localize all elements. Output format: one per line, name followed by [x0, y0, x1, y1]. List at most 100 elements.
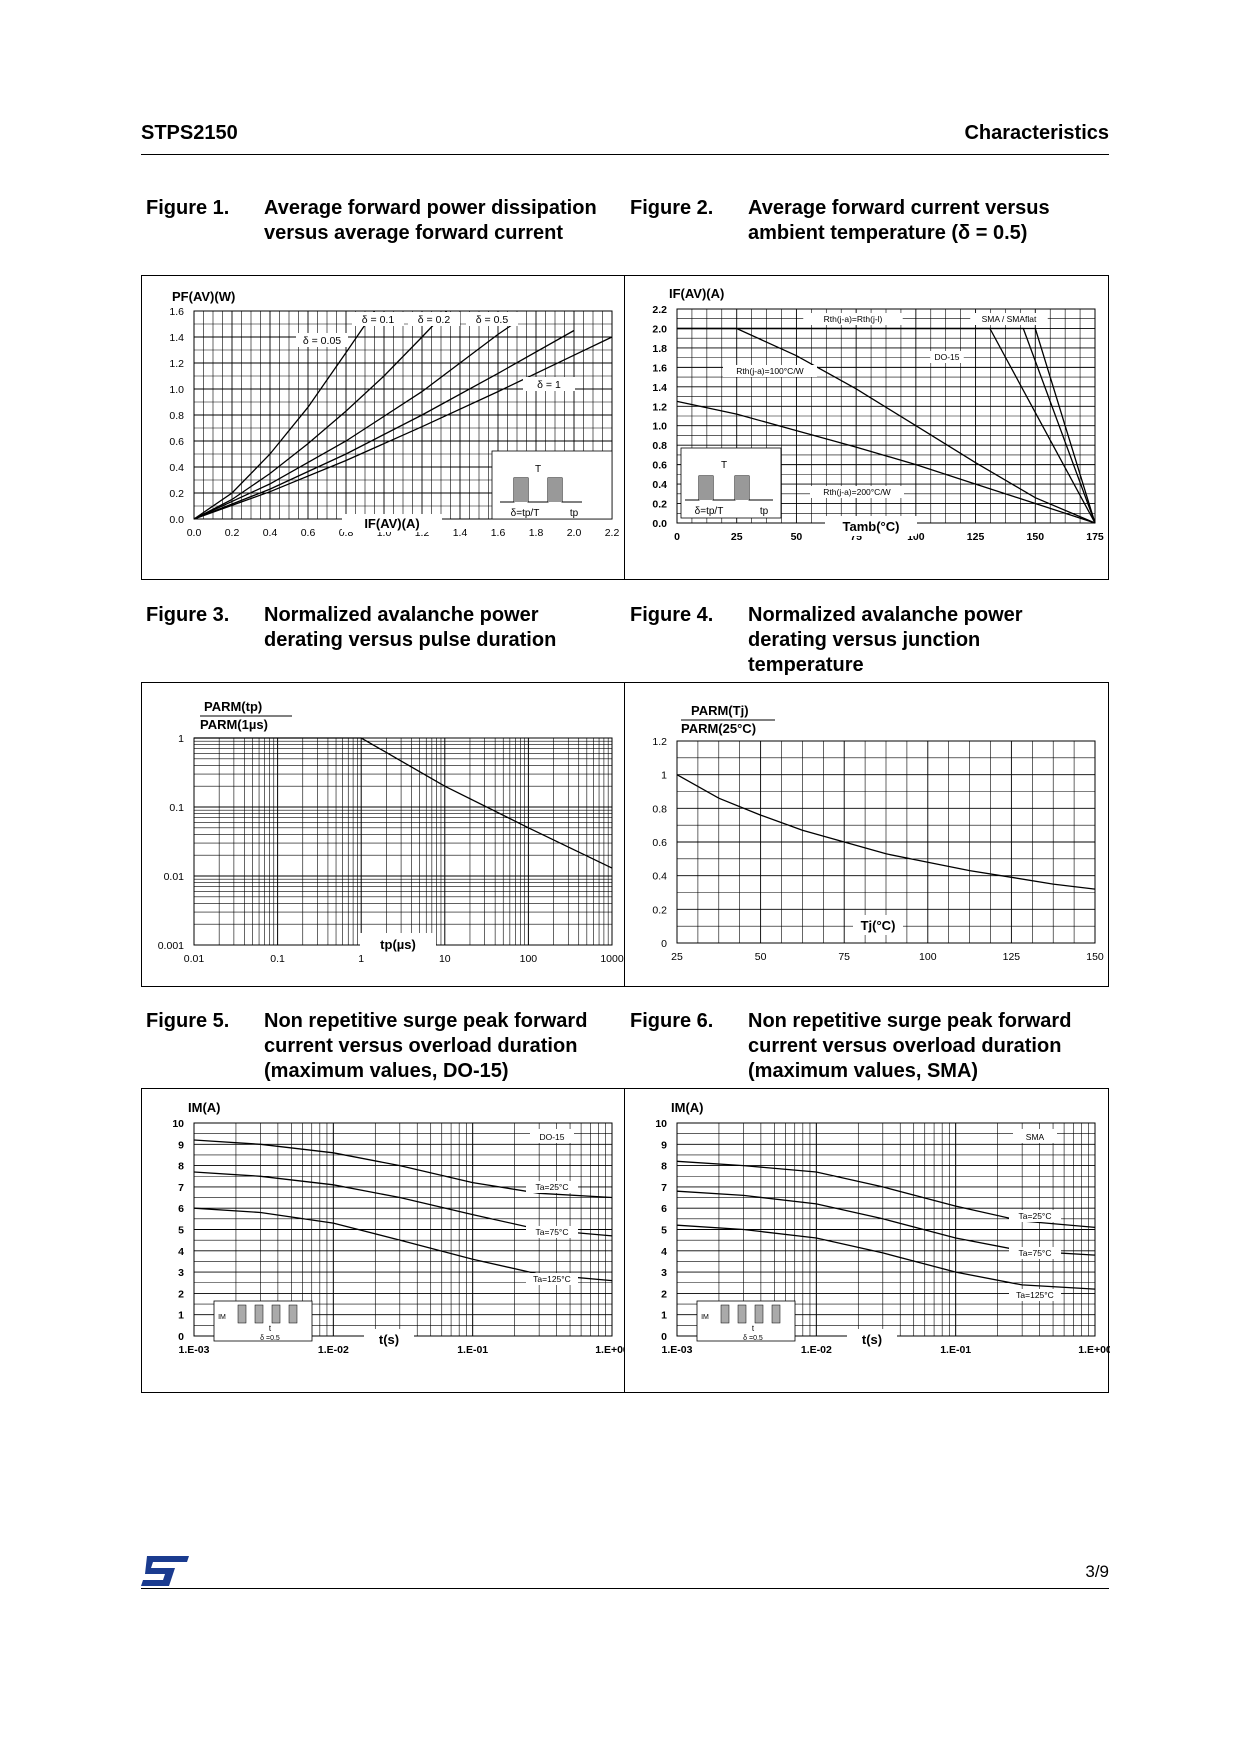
x-tick-label: 10: [439, 953, 451, 965]
y-tick-label: 1.2: [652, 401, 667, 413]
pulse-shaded: [271, 1304, 281, 1324]
annotation-duty: δ=tp/T: [695, 506, 724, 517]
x-tick-label: 1.E+00: [595, 1344, 626, 1356]
figure-5-svg: 1.E-03 1.E-02 1.E-01 1.E+00 0 1 2 3 4 5 6 7 8 9 10 IM(A…: [172, 1097, 626, 1356]
y-tick-label: 5: [178, 1225, 184, 1237]
y-axis-label-denominator: PARM(25°C): [681, 721, 756, 736]
series-label: Ta=125°C: [533, 1274, 571, 1284]
figure-number: Figure 6.: [630, 1010, 714, 1032]
figure-4-svg: 25 50 75 100 125 150 0 0.2 0.4 0.6 0.8 1 1.2 PARM(Tj)…: [652, 701, 1104, 963]
y-tick-label: 2: [661, 1288, 667, 1300]
header-section-title: Characteristics: [964, 122, 1109, 144]
series-line-2: [676, 1190, 1096, 1256]
y-tick-label: 4: [661, 1246, 667, 1258]
pulse-shaded: [548, 478, 562, 502]
y-tick-label: 0.1: [169, 802, 184, 814]
figure-2-svg: 0 25 50 75 100 125 150 1750.00.20.40.60.81.01.2…: [645, 284, 1104, 543]
x-axis-label: Tamb(°C): [843, 519, 900, 534]
series-group-label-bg: [1013, 1129, 1057, 1143]
y-tick-label: 1.4: [169, 332, 184, 344]
series-line-1: [193, 1139, 613, 1199]
y-tick-label: 0.2: [169, 488, 184, 500]
y-tick-label: 1.2: [652, 736, 667, 748]
x-tick-label: 0.2: [225, 527, 240, 539]
y-axis-label-numerator: PARM(tp): [204, 699, 262, 714]
y-tick-label: 9: [178, 1139, 184, 1151]
y-tick-label: 4: [178, 1246, 184, 1258]
y-tick-label: 1.0: [652, 421, 667, 433]
pulse-shaded: [254, 1304, 264, 1324]
series-label-bg: [526, 1273, 578, 1285]
x-tick-label: 25: [731, 531, 743, 543]
series-label-bg: [970, 313, 1048, 325]
annotation-tp: tp: [570, 508, 579, 519]
y-tick-label: 0.6: [652, 837, 667, 849]
figure-6-svg: 1.E-03 1.E-02 1.E-01 1.E+00 0 1 2 3 4 5 6 7 8 9 10 IM(A…: [655, 1097, 1110, 1356]
y-tick-label: 9: [661, 1139, 667, 1151]
pulse-shaded: [720, 1304, 730, 1324]
y-tick-label: 2.0: [652, 323, 667, 335]
figure-2-chart: 0 25 50 75 100 125 150 175 0.0 0.2 0.4 0.6 0.8 1.0 1.2…: [624, 275, 1109, 580]
pulse-shaded: [754, 1304, 764, 1324]
y-tick-label: 10: [172, 1118, 184, 1130]
plot-area-frame: [193, 737, 613, 946]
series-label-bg: [352, 312, 404, 326]
x-tick-label: 100: [520, 953, 538, 965]
y-tick-label: 7: [178, 1182, 184, 1194]
x-tick-label: 50: [791, 531, 803, 543]
series-label: δ = 0.1: [362, 314, 395, 326]
xlabel-bg: [853, 915, 903, 935]
x-tick-label: 100: [919, 951, 937, 963]
y-tick-label: 5: [661, 1225, 667, 1237]
figure-number: Figure 3.: [146, 604, 230, 626]
series-label: δ = 0.05: [303, 335, 341, 347]
x-tick-label: 50: [755, 951, 767, 963]
y-tick-label: 0: [661, 1331, 667, 1343]
x-tick-label: 25: [671, 951, 683, 963]
pulse-shaded: [237, 1304, 247, 1324]
series-label: Rth(j-a)=200°C/W: [823, 487, 890, 497]
series-label-bg: [803, 313, 903, 325]
ylabel-bg: [182, 1097, 242, 1117]
y-tick-label: 0.4: [652, 479, 667, 491]
series-label: Ta=75°C: [1019, 1248, 1052, 1258]
xlabel-bg: [364, 1329, 414, 1349]
ylabel-bg: [665, 1097, 725, 1117]
x-tick-label: 150: [1027, 531, 1045, 543]
y-tick-label: 0.4: [652, 871, 667, 883]
x-axis-label: IF(AV)(A): [364, 516, 419, 531]
y-tick-label: 3: [661, 1267, 667, 1279]
figure-title: Normalized avalanche power derating vers…: [748, 604, 1023, 676]
x-tick-label: 1.E-03: [179, 1344, 210, 1356]
x-tick-label: 0.4: [263, 527, 278, 539]
series-label: δ = 0.2: [418, 314, 451, 326]
ylabel-bg: [645, 284, 735, 304]
y-axis-label: IM(A): [671, 1100, 704, 1115]
figure-title: Non repetitive surge peak forward curren…: [264, 1010, 588, 1082]
xlabel-bg: [342, 514, 442, 532]
y-tick-label: 0: [661, 938, 667, 950]
y-axis-label: IF(AV)(A): [669, 286, 724, 301]
figure-3-chart: 0.01 0.1 1 10 100 1000 0.001 0.01 0.1 1 PARM(tp) PA…: [141, 682, 625, 987]
annotation-tp: tp: [760, 506, 769, 517]
y-tick-label: 1: [178, 733, 184, 745]
series-group-label: SMA: [1026, 1132, 1045, 1142]
series-label: Rth(j-a)=Rth(j-l): [824, 314, 883, 324]
pulse-shaded: [699, 476, 713, 500]
x-tick-label: 1.8: [529, 527, 544, 539]
x-axis-label: tp(µs): [380, 937, 416, 952]
series-line-3: [677, 327, 1096, 524]
series-group-label: DO-15: [539, 1132, 564, 1142]
pulse-shaded: [735, 476, 749, 500]
y-tick-label: 0.8: [652, 440, 667, 452]
figure-title: Average forward current versus ambient t…: [748, 197, 1050, 244]
series-label-bg: [523, 377, 575, 391]
y-tick-label: 10: [655, 1118, 667, 1130]
pulse-shaded: [288, 1304, 298, 1324]
series-line-3: [676, 1224, 1096, 1290]
annotation-duty: δ =0.5: [260, 1335, 280, 1342]
y-axis-label: IM(A): [188, 1100, 221, 1115]
series-label-bg: [526, 1226, 578, 1238]
series-label: DO-15: [934, 352, 959, 362]
xlabel-bg: [825, 516, 917, 536]
